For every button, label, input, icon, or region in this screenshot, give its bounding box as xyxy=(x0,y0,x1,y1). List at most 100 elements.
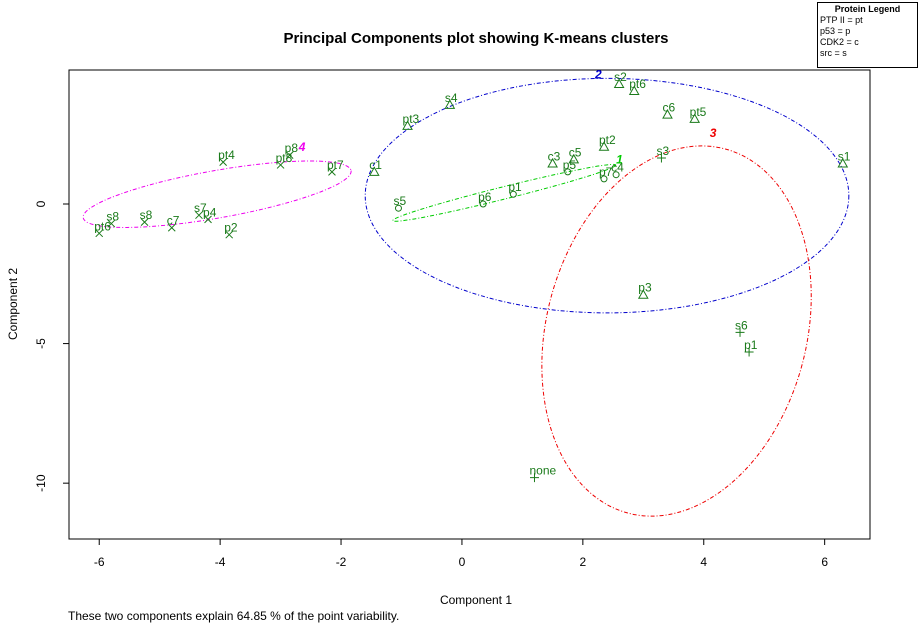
point-label: p1 xyxy=(744,338,758,352)
data-point: p5 xyxy=(563,158,577,176)
x-marker xyxy=(95,229,104,238)
point-label: c3 xyxy=(548,150,561,164)
clusters-layer: 1 2 3 4 xyxy=(82,67,850,517)
point-label: s7 xyxy=(194,201,207,215)
point-label: c6 xyxy=(662,101,675,115)
circle-marker xyxy=(479,200,487,208)
x-marker xyxy=(167,223,176,232)
triangle-marker xyxy=(689,113,701,123)
plus-marker xyxy=(656,153,666,163)
x-marker xyxy=(328,168,336,176)
triangle-marker xyxy=(637,289,649,299)
cluster-4-label: 4 xyxy=(298,140,306,154)
data-point: p8 xyxy=(285,141,299,159)
data-point: pt3 xyxy=(402,112,420,130)
plus-marker xyxy=(735,327,745,337)
triangle-marker xyxy=(837,158,849,168)
point-label: p6 xyxy=(478,190,492,204)
triangle-marker xyxy=(402,120,413,130)
data-point: p3 xyxy=(637,281,652,299)
cluster-3-ellipse xyxy=(541,145,812,517)
data-point: p1 xyxy=(508,180,522,198)
data-point: pt5 xyxy=(689,105,707,123)
axes-layer: -6 -4 -2 0 2 4 6 -10 -5 0 xyxy=(34,200,828,569)
x-tick-label: 6 xyxy=(821,555,828,569)
x-tick-label: 2 xyxy=(580,555,587,569)
x-marker xyxy=(225,230,234,239)
point-label: p2 xyxy=(224,221,238,235)
legend-entry: PTP II = pt xyxy=(820,15,863,25)
triangle-marker xyxy=(598,141,610,151)
cluster-2-label: 2 xyxy=(594,67,602,81)
point-label: s8 xyxy=(140,208,153,222)
x-marker xyxy=(195,211,203,220)
x-axis-label: Component 1 xyxy=(440,593,512,607)
data-point: pt2 xyxy=(598,133,616,151)
y-axis-label: Component 2 xyxy=(6,268,20,340)
triangle-marker xyxy=(547,158,558,168)
circle-marker xyxy=(564,168,572,176)
data-point: p1 xyxy=(744,338,758,357)
data-point: p7 xyxy=(599,165,613,183)
point-label: p1 xyxy=(508,180,522,194)
point-label: s1 xyxy=(838,150,851,164)
triangle-marker xyxy=(368,166,380,176)
data-point: s1 xyxy=(837,150,851,168)
data-point: c6 xyxy=(662,101,675,119)
x-tick-label: -6 xyxy=(94,555,105,569)
point-label: c1 xyxy=(369,158,382,172)
point-label: s8 xyxy=(106,210,119,224)
point-label: pt7 xyxy=(327,158,344,172)
point-label: pt4 xyxy=(218,148,235,162)
point-label: s3 xyxy=(656,144,669,158)
circle-marker xyxy=(394,204,402,212)
plus-marker xyxy=(529,473,539,483)
triangle-marker xyxy=(662,109,673,119)
x-marker xyxy=(107,219,116,228)
data-point: s7 xyxy=(194,201,207,220)
data-point: pt6 xyxy=(94,219,111,238)
point-label: pt6 xyxy=(629,77,646,91)
triangle-marker xyxy=(628,85,640,95)
data-point: p4 xyxy=(203,205,217,224)
protein-legend: Protein Legend PTP II = pt p53 = p CDK2 … xyxy=(817,2,918,68)
circle-marker xyxy=(612,171,620,179)
legend-entry: p53 = p xyxy=(820,26,851,36)
point-label: p8 xyxy=(285,141,299,155)
x-marker xyxy=(219,158,228,166)
x-marker xyxy=(285,151,294,159)
point-label: pt8 xyxy=(276,151,293,165)
data-point: p6 xyxy=(478,190,492,208)
variability-footnote: These two components explain 64.85 % of … xyxy=(68,609,400,623)
data-point: s8 xyxy=(140,208,153,226)
x-tick-label: 0 xyxy=(459,555,466,569)
y-tick-label: -10 xyxy=(34,474,48,492)
data-point: pt7 xyxy=(327,158,344,176)
triangle-marker xyxy=(444,99,456,109)
data-point: s2 xyxy=(613,70,627,88)
data-point: c7 xyxy=(167,214,180,232)
data-point: pt8 xyxy=(276,151,293,169)
chart-title: Principal Components plot showing K-mean… xyxy=(283,30,668,47)
data-point: s8 xyxy=(106,210,119,228)
point-label: c5 xyxy=(569,145,582,159)
y-tick-label: -5 xyxy=(34,338,48,349)
triangle-marker xyxy=(568,153,580,164)
legend-entry: src = s xyxy=(820,48,847,58)
plot-frame xyxy=(68,69,871,540)
cluster-1-ellipse xyxy=(392,163,617,222)
data-point: pt4 xyxy=(218,148,235,166)
cluster-2-ellipse xyxy=(364,77,850,314)
point-label: c4 xyxy=(611,161,624,175)
x-tick-label: -2 xyxy=(336,555,347,569)
point-label: none xyxy=(529,464,556,478)
legend-title: Protein Legend xyxy=(834,4,901,14)
point-label: p5 xyxy=(563,158,577,172)
x-marker xyxy=(204,215,212,224)
point-label: s5 xyxy=(393,194,406,208)
data-point: s6 xyxy=(735,318,748,337)
legend-entry: CDK2 = c xyxy=(820,37,859,47)
data-point: s3 xyxy=(656,144,669,163)
circle-marker xyxy=(509,190,517,198)
